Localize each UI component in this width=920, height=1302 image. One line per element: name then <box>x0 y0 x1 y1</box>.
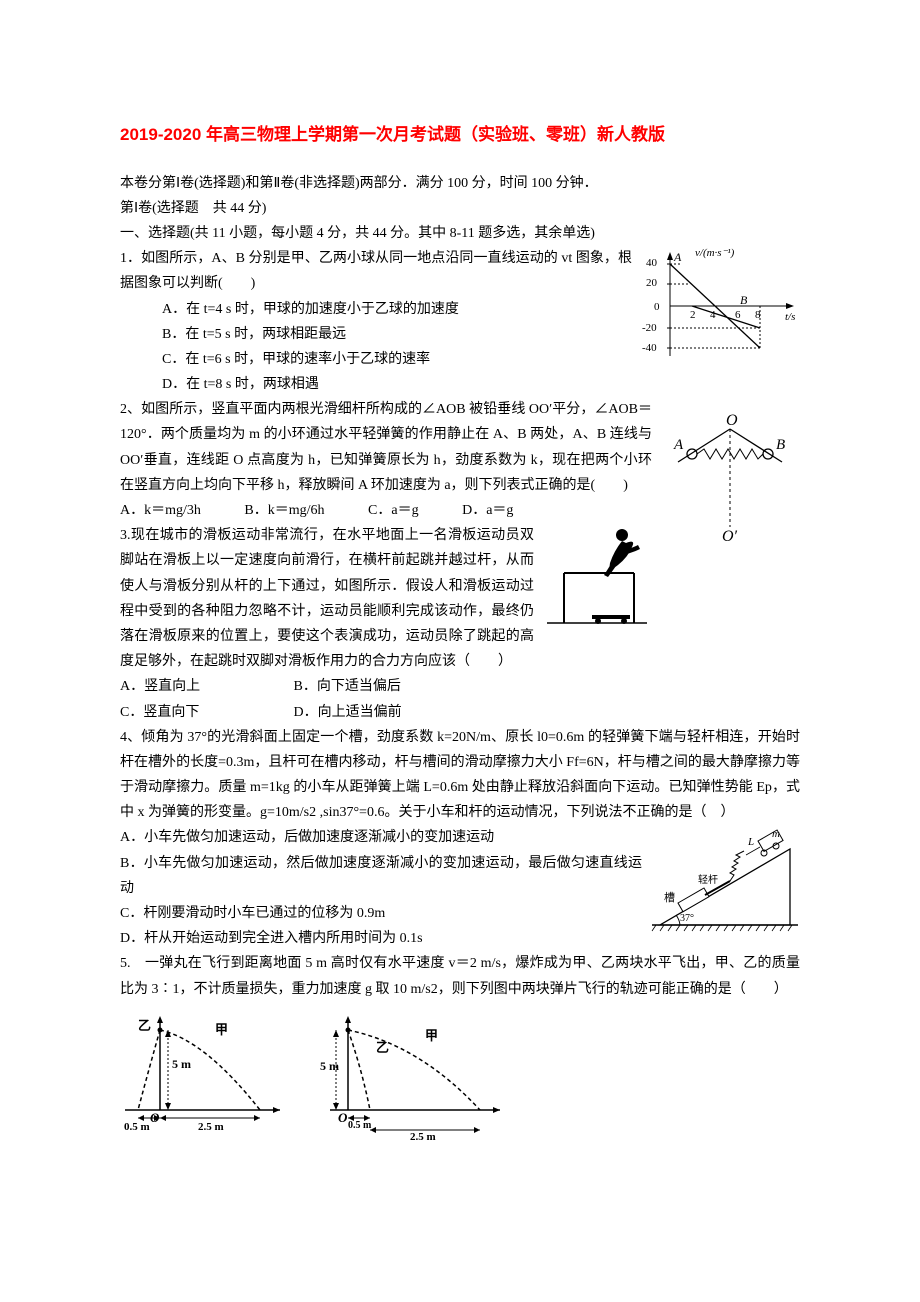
q5-trajectory-options: 乙 甲 5 m O 0.5 m 2.5 m <box>120 1010 800 1140</box>
svg-text:槽: 槽 <box>664 891 675 904</box>
q2-opt-c: C．a＝g <box>368 498 419 523</box>
q2-opt-b: B．k＝mg/6h <box>244 498 324 523</box>
svg-text:0.5 m: 0.5 m <box>124 1121 150 1130</box>
svg-text:甲: 甲 <box>215 1022 228 1037</box>
x-axis-label: t/s <box>785 311 795 323</box>
svg-text:20: 20 <box>646 277 658 289</box>
intro-line-3: 一、选择题(共 11 小题，每小题 4 分，共 44 分。其中 8-11 题多选… <box>120 221 800 246</box>
svg-text:m: m <box>772 828 780 840</box>
q3-row2: C．竖直向下 D．向上适当偏前 <box>120 700 800 725</box>
q3-opt-a: A．竖直向上 <box>120 674 290 699</box>
q1-vt-graph: 40 20 0 -20 -40 2 4 6 8 A B v <box>640 246 800 375</box>
svg-text:乙: 乙 <box>138 1018 151 1033</box>
q3-skateboard-figure <box>542 523 652 642</box>
q5-figure-b: 乙 甲 5 m O 0.5 m 2.5 m <box>320 1010 510 1140</box>
page-title: 2019-2020 年高三物理上学期第一次月考试题（实验班、零班）新人教版 <box>120 120 800 151</box>
q3-row1: A．竖直向上 B．向下适当偏后 <box>120 674 800 699</box>
svg-text:2.5 m: 2.5 m <box>410 1131 436 1140</box>
q4-incline-figure: m L 槽 轻杆 37° <box>650 825 800 944</box>
svg-text:40: 40 <box>646 257 658 269</box>
svg-text:O: O <box>726 412 738 429</box>
q3-opt-d: D．向上适当偏前 <box>294 705 402 720</box>
svg-text:2: 2 <box>690 309 696 321</box>
intro-line-2: 第Ⅰ卷(选择题 共 44 分) <box>120 196 800 221</box>
q3-opt-c: C．竖直向下 <box>120 700 290 725</box>
svg-text:A: A <box>673 437 684 453</box>
q2-opt-a: A．k＝mg/3h <box>120 498 201 523</box>
svg-text:O: O <box>338 1110 348 1125</box>
q3-opt-b: B．向下适当偏后 <box>294 679 401 694</box>
svg-text:0: 0 <box>654 301 660 313</box>
svg-text:37°: 37° <box>680 913 694 924</box>
q2-opt-d: D．a＝g <box>462 498 513 523</box>
svg-text:L: L <box>747 836 754 848</box>
svg-text:乙: 乙 <box>376 1040 389 1055</box>
svg-text:6: 6 <box>735 309 741 321</box>
svg-text:5 m: 5 m <box>172 1057 191 1071</box>
svg-text:0.5 m: 0.5 m <box>348 1120 372 1131</box>
svg-text:甲: 甲 <box>425 1028 438 1043</box>
svg-text:O′: O′ <box>722 528 738 545</box>
intro-line-1: 本卷分第Ⅰ卷(选择题)和第Ⅱ卷(非选择题)两部分．满分 100 分，时间 100… <box>120 171 800 196</box>
q1-opt-d: D．在 t=8 s 时，两球相遇 <box>120 372 800 397</box>
svg-text:5 m: 5 m <box>320 1059 339 1073</box>
svg-text:B: B <box>776 437 785 453</box>
q5-stem: 5. 一弹丸在飞行到距离地面 5 m 高时仅有水平速度 v＝2 m/s，爆炸成为… <box>120 951 800 1001</box>
svg-text:4: 4 <box>710 309 716 321</box>
y-axis-label: v/(m·s⁻¹) <box>695 247 735 259</box>
q4-stem: 4、倾角为 37°的光滑斜面上固定一个槽，劲度系数 k=20N/m、原长 l0=… <box>120 725 800 826</box>
svg-text:-20: -20 <box>642 322 657 334</box>
svg-text:2.5 m: 2.5 m <box>198 1121 224 1130</box>
svg-text:-40: -40 <box>642 342 657 354</box>
exam-page: 2019-2020 年高三物理上学期第一次月考试题（实验班、零班）新人教版 本卷… <box>0 0 920 1180</box>
svg-text:A: A <box>673 250 682 264</box>
svg-text:B: B <box>740 293 748 307</box>
q5-figure-a: 乙 甲 5 m O 0.5 m 2.5 m <box>120 1010 290 1130</box>
q2-spring-figure: O A B O′ <box>660 407 800 556</box>
svg-text:轻杆: 轻杆 <box>698 873 718 886</box>
